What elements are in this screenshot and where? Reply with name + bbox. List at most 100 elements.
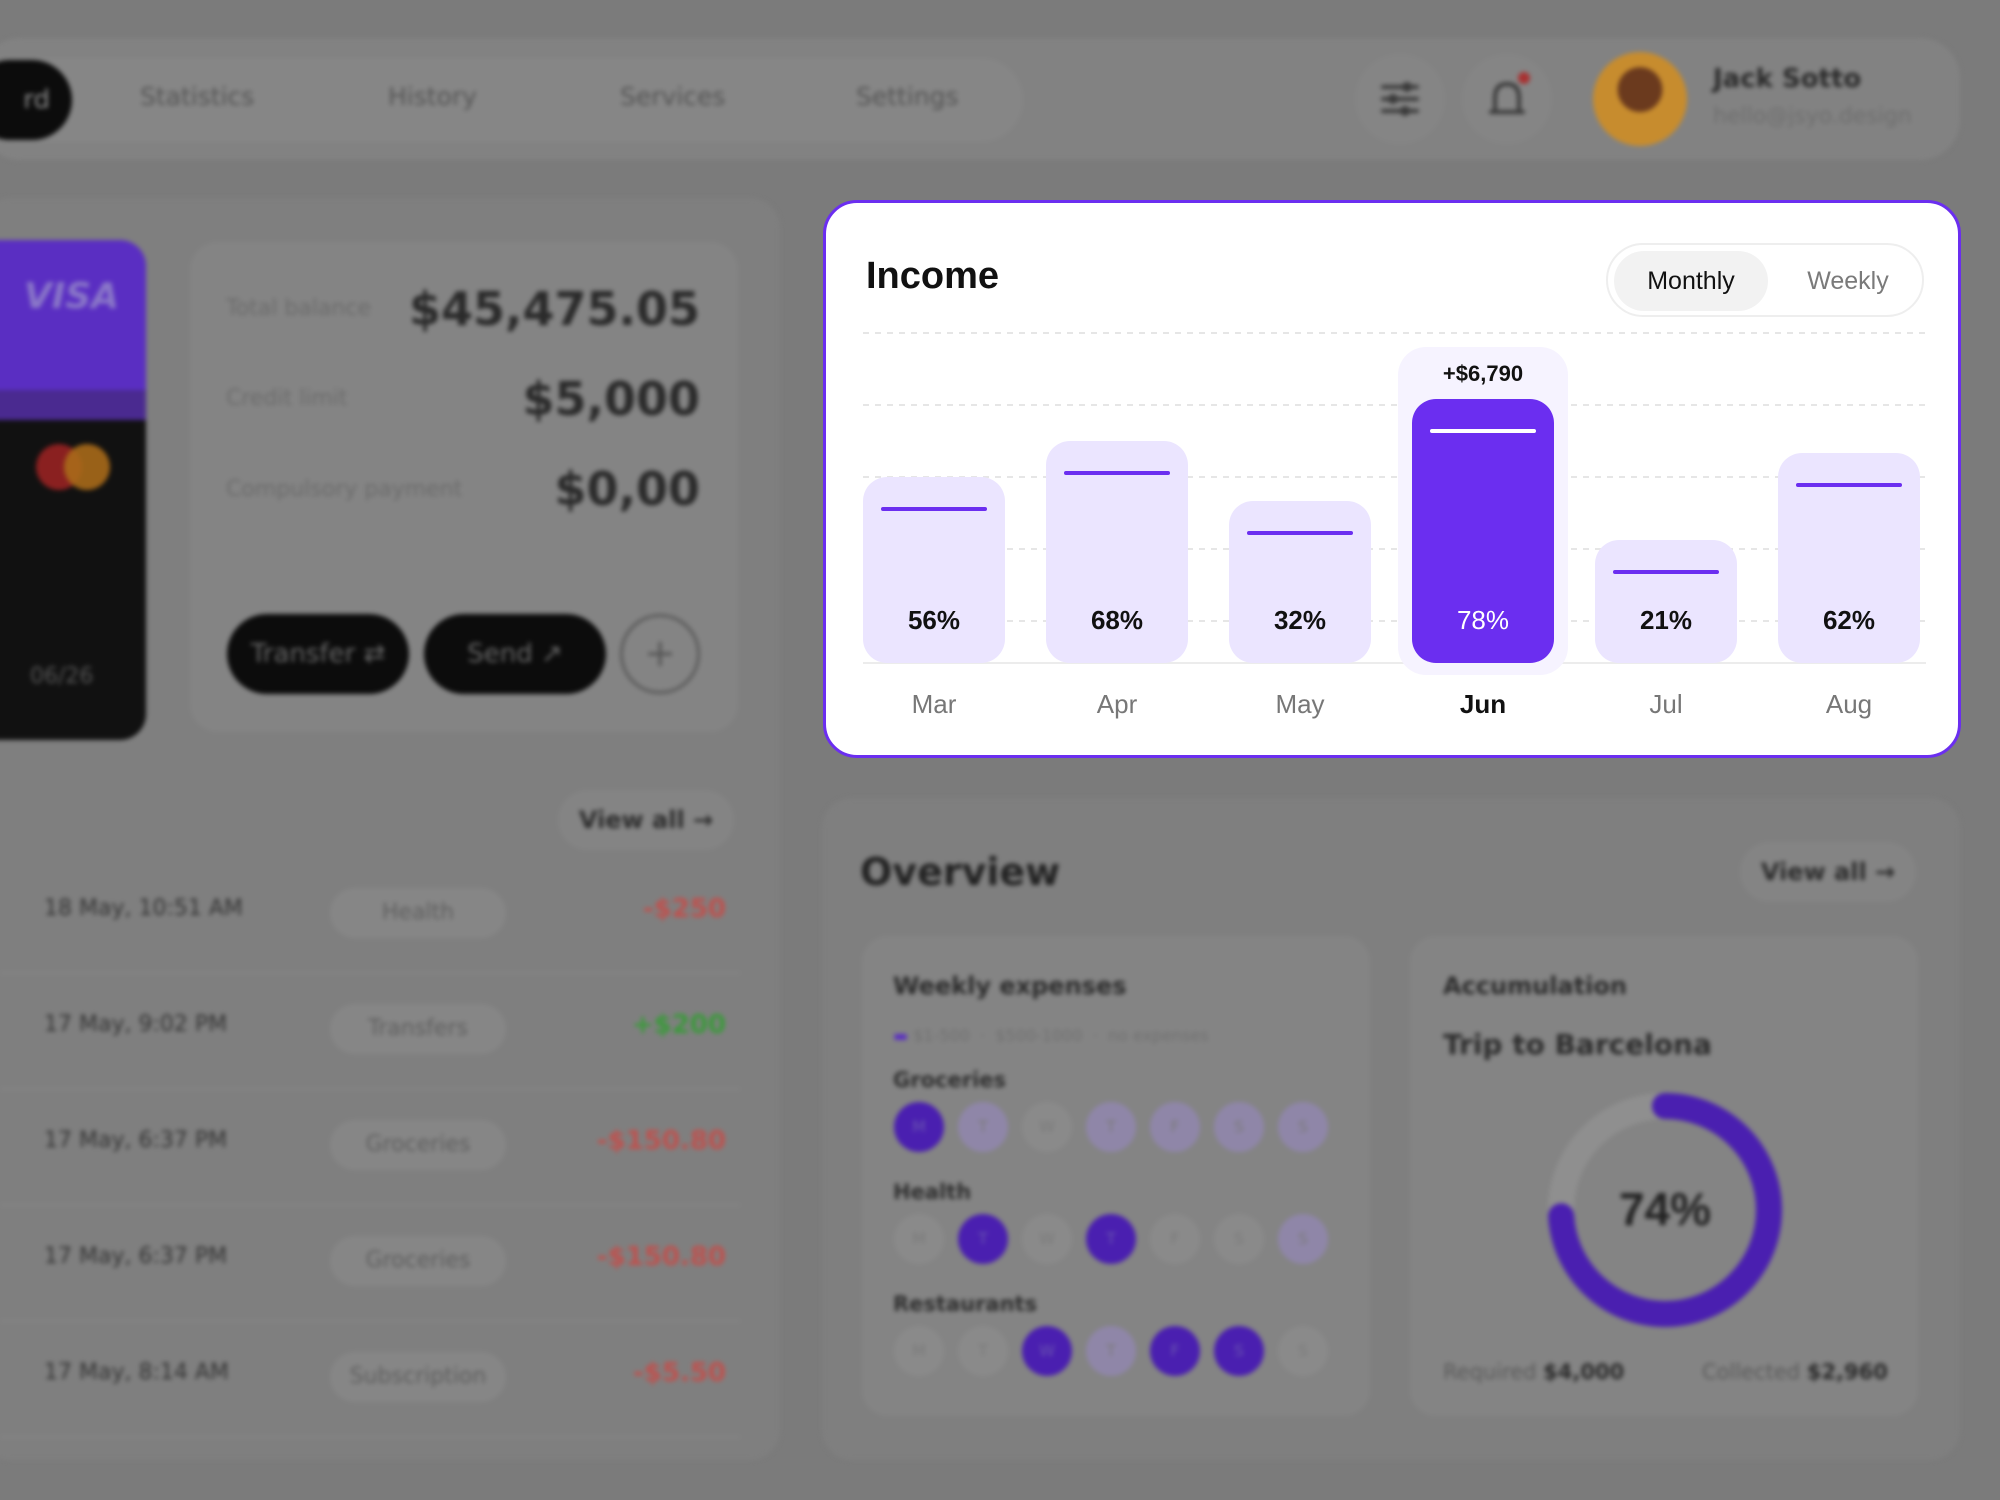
transaction-row[interactable]: 17 May, 8:14 AM Subscription -$5.50 [0,1320,740,1438]
bar-value-label: 21% [1640,605,1692,635]
transaction-category: Groceries [330,1236,506,1286]
collected-value: $2,960 [1806,1360,1888,1384]
bank-card[interactable] [0,240,146,740]
mastercard-icon-overlap [64,444,110,490]
transaction-date: 17 May, 6:37 PM [44,1128,228,1153]
accumulation-title: Accumulation [1443,972,1627,1000]
expense-day-dot[interactable]: T [1086,1102,1136,1152]
bar-value-label: 62% [1823,605,1875,635]
expense-day-dot[interactable]: M [894,1102,944,1152]
bar-value-label: 56% [908,605,960,635]
accumulation-goal: Trip to Barcelona [1443,1028,1712,1061]
compulsory-payment-value: $0,00 [554,462,700,516]
total-balance-value: $45,475.05 [408,282,700,336]
expense-day-dot[interactable]: S [1214,1326,1264,1376]
expense-day-dot[interactable]: S [1278,1102,1328,1152]
income-bar[interactable] [1412,399,1554,663]
transaction-row[interactable]: 17 May, 6:37 PM Groceries -$150.80 [0,1088,740,1206]
transfer-label: Transfer [250,639,356,669]
month-tick-label: Apr [1097,689,1138,719]
legend-1: $1-500 [913,1026,970,1045]
expense-day-dot[interactable]: S [1278,1214,1328,1264]
expense-day-dot[interactable]: M [894,1326,944,1376]
credit-limit-label: Credit limit [226,386,348,411]
bar-value-label: 32% [1274,605,1326,635]
transaction-category: Transfers [330,1004,506,1054]
visa-logo: VISA [24,276,120,317]
expense-day-dot[interactable]: M [894,1214,944,1264]
send-button[interactable]: Send ↗ [424,614,606,694]
total-balance-label: Total balance [226,296,371,321]
user-name: Jack Sotto [1713,64,1862,94]
view-all-label: View all [578,806,685,834]
transactions-view-all-button[interactable]: View all → [558,790,734,850]
transaction-date: 18 May, 10:51 AM [44,896,243,921]
transaction-row[interactable]: 18 May, 10:51 AM Health -$250 [0,856,740,974]
collected-label: Collected [1702,1360,1801,1384]
send-label: Send [467,639,533,669]
expense-day-dot[interactable]: T [958,1326,1008,1376]
notifications-button[interactable] [1462,54,1552,144]
expense-day-dot[interactable]: F [1150,1326,1200,1376]
nav-pill [0,58,1023,142]
add-button[interactable]: + [620,614,700,694]
expense-category-title: Restaurants [893,1292,1038,1316]
nav-item-history[interactable]: History [388,82,477,111]
transaction-date: 17 May, 6:37 PM [44,1244,228,1269]
expense-day-dot[interactable]: W [1022,1326,1072,1376]
avatar[interactable] [1593,52,1687,146]
expense-category-title: Groceries [893,1068,1007,1092]
income-title: Income [866,255,1000,297]
required-label: Required [1443,1360,1537,1384]
month-tick-label: Aug [1826,689,1872,719]
user-email: hello@jsyo.design [1713,104,1912,129]
highlight-income-label: +$6,790 [1443,361,1523,386]
income-bar[interactable] [1046,441,1188,663]
month-tick-label: Jul [1649,689,1682,719]
donut-progress-arc [1548,1093,1782,1327]
bar-value-label: 78% [1457,605,1509,635]
expense-day-dot[interactable]: S [1214,1102,1264,1152]
expense-day-dot[interactable]: T [1086,1326,1136,1376]
filter-button[interactable] [1355,54,1445,144]
legend-2: $500-1000 [995,1026,1083,1045]
expense-day-dot[interactable]: W [1022,1214,1072,1264]
weekly-expenses-title: Weekly expenses [893,972,1127,1000]
nav-item-dashboard[interactable]: rd [0,60,72,140]
overview-view-all-button[interactable]: View all → [1740,842,1916,902]
expense-day-dot[interactable]: F [1150,1214,1200,1264]
accumulation-donut: 74% [1548,1093,1782,1327]
income-bar[interactable] [1595,540,1737,663]
required-amount: Required $4,000 [1443,1360,1624,1384]
required-value: $4,000 [1543,1360,1625,1384]
legend-3: no expenses [1107,1026,1209,1045]
toggle-monthly[interactable]: Monthly [1614,251,1768,311]
month-tick-label: Mar [912,689,957,719]
bell-icon [1489,72,1530,114]
expense-day-dot[interactable]: S [1214,1214,1264,1264]
overview-view-all-label: View all [1760,858,1867,886]
expense-day-dot[interactable]: S [1278,1326,1328,1376]
donut-percent-label: 74% [1619,1183,1711,1235]
compulsory-payment-label: Compulsory payment [226,477,463,502]
transaction-amount: -$5.50 [632,1358,726,1388]
toggle-weekly[interactable]: Weekly [1807,267,1889,295]
period-toggle: Monthly Weekly [1606,243,1924,317]
nav-item-settings[interactable]: Settings [856,82,959,111]
expense-day-dot[interactable]: T [958,1102,1008,1152]
expense-day-dot[interactable]: F [1150,1102,1200,1152]
income-bar[interactable] [1778,453,1920,663]
transaction-row[interactable]: 17 May, 6:37 PM Groceries -$150.80 [0,1204,740,1322]
expense-day-dot[interactable]: T [958,1214,1008,1264]
nav-item-services[interactable]: Services [620,82,726,111]
bar-value-label: 68% [1091,605,1143,635]
month-tick-label: May [1275,689,1324,719]
nav-item-statistics[interactable]: Statistics [140,82,255,111]
expense-day-dot[interactable]: W [1022,1102,1072,1152]
income-bar[interactable] [1229,501,1371,663]
income-bar[interactable] [863,477,1005,663]
expense-day-dot[interactable]: T [1086,1214,1136,1264]
transfer-button[interactable]: Transfer ⇄ [227,614,409,694]
transaction-row[interactable]: 17 May, 9:02 PM Transfers +$200 [0,972,740,1090]
sliders-icon [1381,82,1419,116]
